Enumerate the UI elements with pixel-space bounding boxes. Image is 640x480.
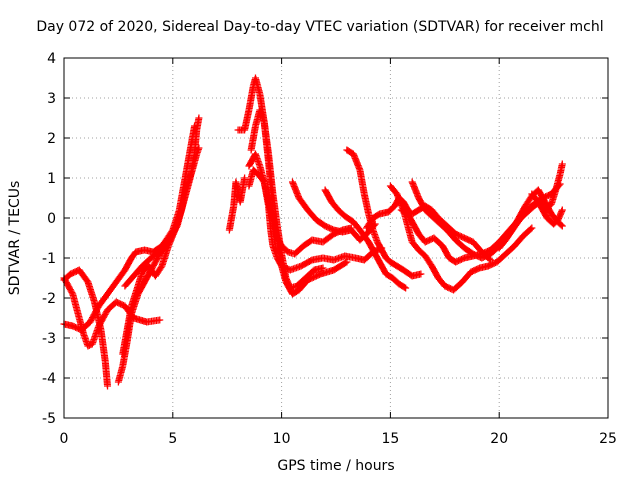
data-point xyxy=(104,382,112,390)
y-tick-label: -5 xyxy=(42,411,56,427)
data-point xyxy=(191,122,199,130)
series-arc-6 xyxy=(121,122,199,290)
series-arc-21 xyxy=(537,202,566,228)
y-tick-labels: -5 -4 -3 -2 -1 0 1 2 3 4 xyxy=(42,51,56,427)
data-point xyxy=(195,114,203,122)
series-arc-20 xyxy=(528,160,566,214)
series-arc-7 xyxy=(225,174,249,234)
x-tick-labels: 0 5 10 15 20 25 xyxy=(60,431,617,447)
data-point xyxy=(558,222,566,230)
data-point xyxy=(319,264,327,272)
x-axis-label: GPS time / hours xyxy=(277,458,394,474)
chart-title: Day 072 of 2020, Sidereal Day-to-day VTE… xyxy=(36,19,603,35)
data-point xyxy=(156,316,164,324)
data-points xyxy=(60,74,566,390)
data-point xyxy=(528,224,536,232)
x-tick-label: 25 xyxy=(599,431,617,447)
data-point xyxy=(558,206,566,214)
data-point xyxy=(417,270,425,278)
y-tick-label: -3 xyxy=(42,331,56,347)
y-tick-label: 4 xyxy=(47,51,56,67)
y-tick-label: 1 xyxy=(47,171,56,187)
x-tick-label: 5 xyxy=(168,431,177,447)
x-tick-label: 15 xyxy=(381,431,399,447)
y-tick-label: -2 xyxy=(42,291,56,307)
data-point xyxy=(400,283,408,291)
data-point xyxy=(527,225,535,233)
data-point xyxy=(195,144,203,152)
data-point xyxy=(241,174,249,182)
data-point xyxy=(486,256,494,264)
y-tick-label: 3 xyxy=(47,91,56,107)
plot-frame xyxy=(63,57,609,419)
x-tick-label: 10 xyxy=(273,431,291,447)
data-point xyxy=(557,221,565,229)
data-point xyxy=(558,160,566,168)
series-arc-13 xyxy=(321,186,410,292)
y-tick-label: 2 xyxy=(47,131,56,147)
grid-lines xyxy=(64,58,608,418)
data-point xyxy=(342,259,350,267)
x-tick-label: 20 xyxy=(490,431,508,447)
y-tick-label: -1 xyxy=(42,251,56,267)
series-arc-3 xyxy=(60,242,166,334)
x-tick-label: 0 xyxy=(60,431,69,447)
y-axis-label: SDTVAR / TECUs xyxy=(7,181,23,296)
axis-ticks xyxy=(63,57,609,419)
y-tick-label: 0 xyxy=(47,211,56,227)
series-arc-14 xyxy=(343,146,425,280)
y-tick-label: -4 xyxy=(42,371,56,387)
series-arc-11 xyxy=(245,150,386,274)
data-point xyxy=(402,284,410,292)
series-arc-16 xyxy=(386,182,536,294)
